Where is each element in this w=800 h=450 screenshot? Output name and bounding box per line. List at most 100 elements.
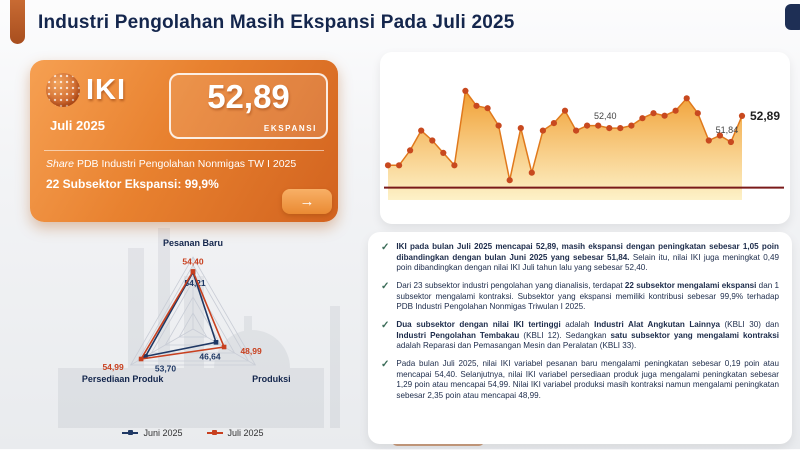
legend-marker-icon (127, 430, 133, 435)
radar-value-label: 54,99 (102, 362, 124, 372)
radar-legend: Juni 2025 Juli 2025 (58, 428, 328, 438)
point-label: 51,84 (716, 125, 739, 135)
radar-grid-ring (150, 280, 236, 354)
insight-list: ✓ IKI pada bulan Juli 2025 mencapai 52,89… (381, 242, 779, 402)
data-point (628, 122, 635, 129)
legend-label-juli: Juli 2025 (227, 428, 264, 438)
data-point (738, 112, 746, 119)
point-label: 52,40 (594, 111, 617, 121)
data-point (584, 122, 591, 129)
data-point (429, 137, 436, 144)
data-point (506, 177, 513, 184)
data-point (396, 162, 403, 169)
data-point (573, 127, 580, 134)
check-icon: ✓ (381, 320, 390, 332)
page-title: Industri Pengolahan Masih Ekspansi Pada … (38, 12, 515, 33)
radar-value-label: 53,70 (155, 363, 177, 373)
point-label: 52,89 (750, 109, 780, 123)
variables-radar-wrap: 54,21 46,64 53,70 54,40 48,99 54,99 Pesanan Ba… (58, 232, 328, 422)
data-point (561, 107, 569, 114)
arrow-right-icon: → (299, 193, 315, 210)
data-point (727, 138, 734, 146)
data-point (716, 132, 723, 139)
radar-marker (138, 356, 144, 362)
radar-marker (221, 344, 227, 350)
insight-item: ✓ IKI pada bulan Juli 2025 mencapai 52,89… (381, 242, 779, 274)
data-point (473, 102, 480, 109)
radar-value-label: 48,99 (240, 346, 262, 356)
radar-marker (143, 354, 148, 359)
data-point (705, 137, 712, 144)
data-point (418, 127, 425, 134)
data-point (661, 112, 668, 119)
data-point (407, 147, 414, 154)
legend-item-juni: Juni 2025 (122, 428, 183, 438)
corner-accent-navy (785, 4, 800, 30)
data-point (683, 95, 690, 102)
iki-trend-chart-card: 52,40 51,84 52,89 (380, 52, 790, 224)
check-icon: ✓ (381, 242, 390, 253)
radar-marker (190, 269, 196, 274)
data-point (440, 149, 447, 156)
radar-value-label: 54,21 (184, 278, 206, 288)
data-point (672, 107, 679, 114)
data-point (650, 110, 657, 117)
legend-item-juli: Juli 2025 (206, 428, 264, 438)
share-rest: PDB Industri Pengolahan Nonmigas TW I 20… (74, 158, 297, 170)
radar-grid-ring (178, 312, 208, 338)
data-point (484, 105, 491, 112)
data-point (595, 122, 602, 129)
data-point (495, 122, 502, 129)
data-point (384, 162, 392, 169)
insight-text: Pada bulan Juli 2025, nilai IKI variabel… (396, 359, 779, 401)
insight-item: ✓ Dari 23 subsektor industri pengolahan y… (381, 281, 779, 313)
data-point (694, 110, 701, 117)
insight-text: Dari 23 subsektor industri pengolahan ya… (396, 281, 779, 312)
check-icon: ✓ (381, 281, 390, 293)
radar-marker (213, 340, 219, 345)
radar-axis-title: Produksi (252, 374, 291, 384)
area-fill (388, 90, 742, 200)
data-point (639, 115, 646, 122)
iki-globe-icon (46, 73, 80, 107)
iki-status-badge: EKSPANSI (263, 124, 317, 133)
radar-grid-ring (164, 296, 222, 346)
iki-value-box: 52,89 EKSPANSI (169, 73, 328, 139)
check-icon: ✓ (381, 359, 390, 371)
subsector-expansion-line: 22 Subsektor Ekspansi: 99,9% (46, 177, 219, 191)
legend-marker-icon (212, 430, 217, 435)
data-point (451, 162, 458, 169)
data-point (539, 127, 546, 134)
insight-panel: ✓ IKI pada bulan Juli 2025 mencapai 52,89… (368, 232, 792, 444)
radar-value-label: 46,64 (199, 351, 221, 361)
insight-item: ✓ Pada bulan Juli 2025, nilai IKI variabe… (381, 359, 779, 402)
radar-grid-ring (136, 264, 250, 362)
legend-swatch-juli (206, 430, 223, 435)
period-label: Juli 2025 (50, 118, 105, 133)
iki-value: 52,89 (207, 78, 290, 115)
iki-logo-text: IKI (86, 73, 127, 106)
iki-summary-card: IKI Juli 2025 52,89 EKSPANSI Share PDB I… (30, 60, 338, 222)
corner-accent-bar (10, 0, 25, 44)
data-point (462, 87, 469, 94)
radar-grid-ring (129, 256, 257, 366)
variables-radar-chart: 54,21 46,64 53,70 54,40 48,99 54,99 Pesanan Ba… (82, 238, 291, 384)
radar-series-juli-2025 (139, 269, 226, 361)
share-pdb-line: Share PDB Industri Pengolahan Nonmigas T… (46, 158, 296, 170)
insight-text: Dua subsektor dengan nilai IKI tertinggi… (396, 320, 779, 351)
data-point (606, 125, 613, 132)
data-point (517, 125, 524, 132)
data-point (528, 169, 535, 176)
card-divider (44, 150, 324, 151)
radar-value-label: 54,40 (182, 256, 204, 266)
radar-axis-title: Pesanan Baru (163, 238, 223, 248)
data-point (617, 125, 624, 132)
legend-label-juni: Juni 2025 (143, 428, 183, 438)
insight-text: IKI pada bulan Juli 2025 mencapai 52,89,… (396, 242, 779, 273)
next-arrow-button[interactable]: → (282, 189, 332, 214)
data-point (550, 120, 557, 127)
insight-item: ✓ Dua subsektor dengan nilai IKI tertingg… (381, 320, 779, 352)
iki-logo: IKI (46, 73, 126, 107)
radar-series-juni-2025 (143, 270, 218, 358)
